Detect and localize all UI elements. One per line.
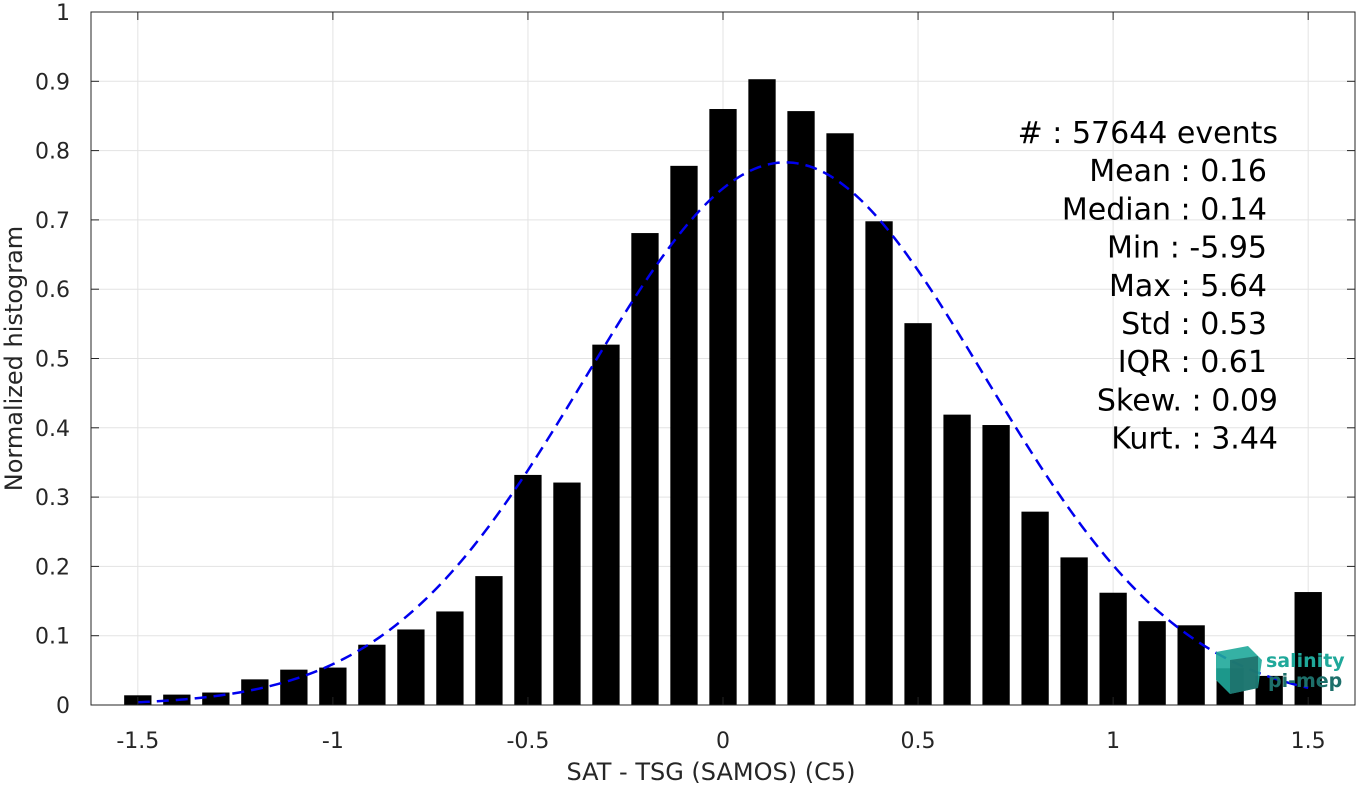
y-tick-label: 0.9 [35, 70, 70, 95]
histogram-bar [982, 425, 1010, 705]
x-tick-label: -1.5 [116, 729, 159, 754]
histogram-bar [1138, 621, 1166, 705]
y-axis-label: Normalized histogram [0, 226, 28, 491]
y-tick-label: 1 [56, 1, 70, 26]
histogram-bar [280, 669, 308, 705]
stat-line: Std : 0.53 [1121, 307, 1267, 342]
histogram-bar [865, 221, 893, 705]
y-tick-label: 0.4 [35, 417, 70, 442]
y-tick-label: 0.8 [35, 140, 70, 165]
y-tick-label: 0 [56, 694, 70, 719]
stat-line: Median : 0.14 [1062, 192, 1267, 227]
histogram-bar [241, 679, 269, 705]
stat-line: Kurt. : 3.44 [1111, 422, 1278, 457]
x-axis-label: SAT - TSG (SAMOS) (C5) [567, 758, 856, 785]
histogram-bar [826, 133, 854, 705]
histogram-bar [670, 165, 698, 705]
histogram-bar [904, 323, 932, 705]
logo-line-2: pi-mep [1268, 670, 1342, 692]
histogram-bar [1021, 511, 1049, 705]
stat-line: # : 57644 events [1018, 116, 1278, 151]
stat-line: IQR : 0.61 [1118, 345, 1267, 380]
axis-ticks [91, 11, 1355, 706]
histogram-bar [1099, 592, 1127, 705]
histogram-bar [514, 474, 542, 705]
x-tick-label: -0.5 [506, 729, 549, 754]
x-tick-label: 0 [716, 729, 730, 754]
normal-fit-curve [137, 161, 1309, 704]
x-tick-label: 1.5 [1291, 729, 1326, 754]
histogram-bars [124, 79, 1322, 705]
x-tick-label: -1 [322, 729, 344, 754]
histogram-bar [1060, 557, 1088, 705]
histogram-bar [553, 482, 581, 705]
x-tick-labels: -1.5 -1 -0.5 0 0.5 1 1.5 [116, 729, 1325, 754]
stat-line: Min : -5.95 [1107, 231, 1267, 266]
y-tick-label: 0.3 [35, 486, 70, 511]
histogram-bar [592, 344, 620, 705]
histogram-bar [787, 111, 815, 705]
histogram-bar [475, 576, 503, 705]
logo-line-1: salinity [1266, 650, 1345, 672]
histogram-bar [1294, 592, 1322, 705]
histogram-bar [397, 629, 425, 705]
histogram-bar [358, 644, 386, 705]
y-tick-label: 0.7 [35, 209, 70, 234]
stat-line: Skew. : 0.09 [1097, 383, 1278, 418]
histogram-bar [631, 233, 659, 705]
histogram-bar [436, 611, 464, 705]
x-tick-label: 1 [1106, 729, 1120, 754]
stat-line: Mean : 0.16 [1089, 154, 1267, 189]
stat-line: Max : 5.64 [1109, 269, 1267, 304]
histogram-bar [943, 414, 971, 705]
y-tick-label: 0.5 [35, 348, 70, 373]
y-tick-label: 0.2 [35, 555, 70, 580]
histogram-bar [709, 109, 737, 705]
logo-cube-shade [1230, 656, 1258, 694]
y-tick-label: 0.1 [35, 625, 70, 650]
y-tick-labels: 0 0.1 0.2 0.3 0.4 0.5 0.6 0.7 0.8 0.9 1 [35, 1, 70, 719]
histogram-bar [748, 79, 776, 705]
x-tick-label: 0.5 [901, 729, 936, 754]
y-tick-label: 0.6 [35, 278, 70, 303]
salinity-pimep-logo: salinity pi-mep [1216, 646, 1345, 694]
